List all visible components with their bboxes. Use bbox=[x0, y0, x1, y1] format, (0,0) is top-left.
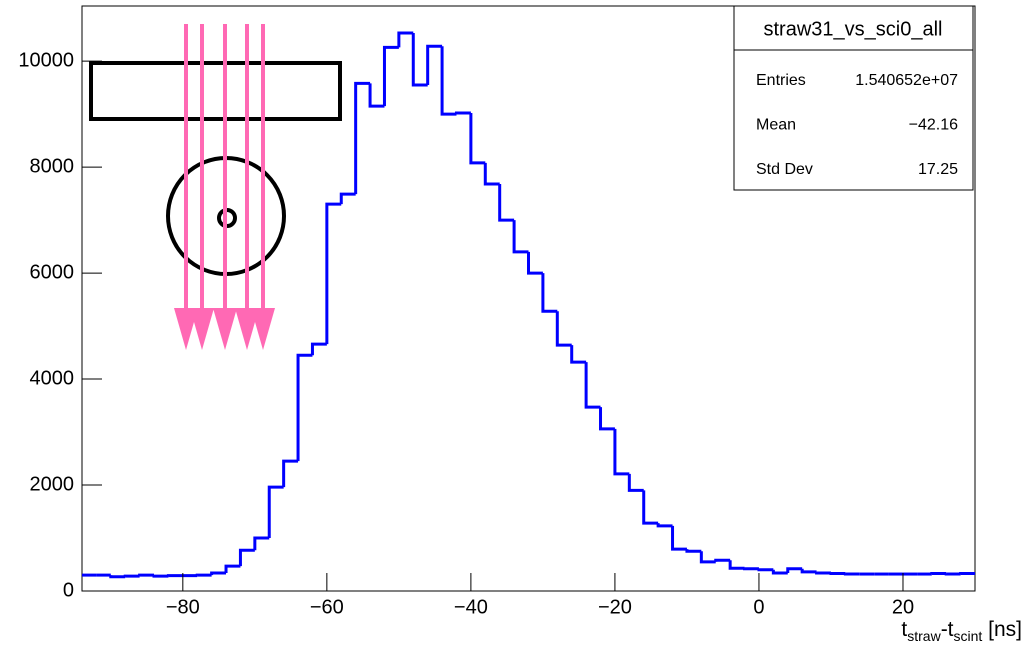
histogram-bin bbox=[815, 571, 831, 575]
histogram-bin bbox=[426, 44, 443, 85]
particle-arrows bbox=[174, 24, 275, 350]
histogram-bin bbox=[685, 549, 702, 553]
histogram-bin bbox=[800, 568, 817, 574]
histogram-bin bbox=[627, 473, 644, 492]
histogram-bin bbox=[282, 459, 299, 488]
stats-value: −42.16 bbox=[909, 117, 958, 134]
stats-value: 17.25 bbox=[918, 161, 958, 178]
histogram-bin bbox=[310, 342, 327, 356]
histogram-bin bbox=[382, 45, 399, 107]
stats-label: Mean bbox=[756, 117, 796, 134]
y-tick-label: 4000 bbox=[30, 367, 75, 389]
histogram-bin bbox=[339, 192, 356, 205]
histogram-bin bbox=[454, 111, 471, 115]
histogram-bin bbox=[930, 572, 947, 576]
histogram-bin bbox=[570, 345, 587, 364]
histogram-bin bbox=[699, 551, 716, 564]
histogram-bin bbox=[166, 574, 183, 578]
x-tick-label: −20 bbox=[598, 596, 632, 618]
histogram-bin bbox=[267, 485, 284, 539]
plot-frame bbox=[81, 5, 976, 592]
histogram-bin bbox=[195, 573, 212, 577]
stats-label: Std Dev bbox=[756, 161, 813, 178]
x-axis-label: tstraw-tscint [ns] bbox=[901, 618, 1022, 644]
y-tick-label: 6000 bbox=[30, 261, 75, 283]
histogram-bin bbox=[671, 525, 687, 551]
y-tick-label: 2000 bbox=[30, 473, 75, 495]
histogram-bin bbox=[771, 569, 788, 575]
histogram-bin bbox=[210, 571, 227, 576]
stats-value: 1.540652e+07 bbox=[855, 72, 958, 89]
histogram-bin bbox=[368, 83, 385, 108]
histogram-bin bbox=[123, 574, 140, 578]
histogram-bin bbox=[656, 523, 673, 528]
histogram bbox=[82, 31, 975, 579]
histogram-bin bbox=[253, 536, 270, 551]
histogram-bin bbox=[728, 560, 745, 570]
detector-sketch bbox=[89, 24, 342, 350]
histogram-bin bbox=[325, 202, 342, 345]
histogram-bin bbox=[440, 46, 457, 116]
x-tick-label: −40 bbox=[454, 596, 488, 618]
histogram-bin bbox=[829, 572, 846, 576]
histogram-bin bbox=[296, 353, 313, 462]
histogram-bin bbox=[944, 572, 961, 576]
histogram-bin bbox=[152, 574, 169, 578]
x-tick-label: −60 bbox=[310, 596, 344, 618]
stats-title: straw31_vs_sci0_all bbox=[764, 18, 943, 40]
scintillator-icon bbox=[89, 61, 342, 121]
histogram-bin bbox=[527, 251, 543, 275]
x-tick-label: 20 bbox=[892, 596, 914, 618]
histogram-bin bbox=[512, 220, 529, 254]
histogram-bin bbox=[786, 567, 803, 573]
histogram-bin bbox=[959, 572, 975, 576]
histogram-bin bbox=[224, 564, 241, 573]
histogram-bin bbox=[109, 575, 126, 579]
y-tick-label: 10000 bbox=[18, 49, 74, 71]
histogram-bin bbox=[843, 572, 860, 576]
histogram-bin bbox=[469, 113, 486, 165]
histogram-bin bbox=[483, 162, 500, 186]
histogram-bin bbox=[584, 362, 601, 409]
x-tick-label: 0 bbox=[753, 596, 764, 618]
x-tick-label: −80 bbox=[166, 596, 200, 618]
stats-box: straw31_vs_sci0_all Entries 1.540652e+07 M… bbox=[733, 5, 974, 191]
histogram-bin bbox=[555, 311, 572, 347]
y-tick-label: 0 bbox=[63, 579, 74, 601]
stats-frame bbox=[733, 5, 974, 191]
histogram-bin bbox=[411, 33, 428, 87]
histogram-bin bbox=[743, 567, 759, 571]
histogram-bin bbox=[613, 428, 630, 476]
histogram-bin bbox=[354, 81, 371, 195]
histogram-bin bbox=[714, 558, 731, 562]
y-tick-label: 8000 bbox=[30, 155, 75, 177]
histogram-bin bbox=[138, 573, 155, 577]
histogram-bin bbox=[599, 407, 615, 431]
histogram-bin bbox=[757, 568, 774, 572]
histogram-bin bbox=[541, 273, 558, 313]
histogram-bin bbox=[498, 184, 515, 222]
stats-label: Entries bbox=[756, 72, 806, 89]
histogram-bin bbox=[397, 31, 414, 48]
histogram-bin bbox=[642, 490, 659, 525]
histogram-bin bbox=[238, 548, 255, 567]
